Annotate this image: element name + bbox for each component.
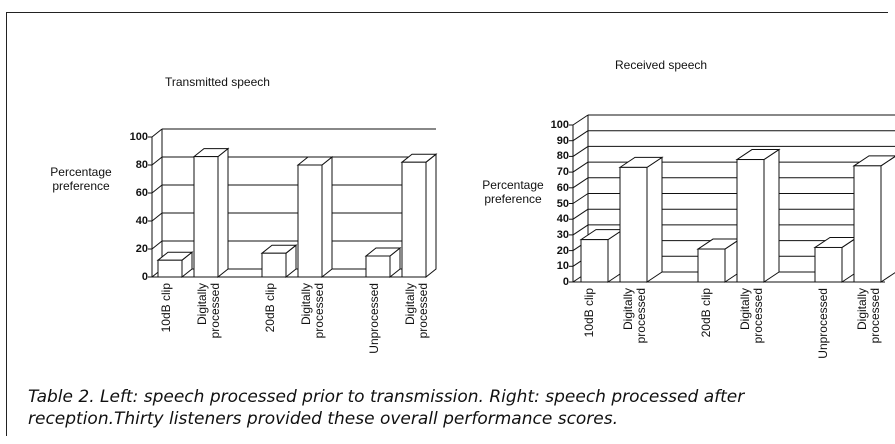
x-tick-label: 10dB clip [159, 283, 173, 333]
bar [736, 159, 765, 283]
y-tick-label: 80 [556, 150, 569, 163]
bar-side [217, 147, 229, 279]
chart-title: Received speech [615, 58, 708, 72]
bar-side [646, 156, 663, 283]
y-axis-label: Percentage preference [50, 165, 112, 193]
grid-line [572, 145, 589, 157]
bar [401, 161, 427, 278]
bar-side [321, 155, 333, 279]
y-tick-label: 100 [550, 119, 569, 131]
y-tick-label: 90 [556, 134, 569, 147]
y-tick-label: 50 [556, 197, 569, 210]
y-tick-label: 60 [556, 181, 569, 194]
bar [261, 252, 287, 278]
bar [814, 246, 843, 283]
bar [297, 164, 323, 278]
grid-line [151, 128, 163, 138]
y-tick-label: 40 [556, 213, 569, 226]
bar [157, 259, 183, 278]
bar [580, 239, 609, 283]
bar [619, 166, 648, 283]
grid-line [151, 184, 163, 194]
y-axis-label: Percentage preference [482, 178, 544, 206]
y-tick-label: 40 [135, 215, 148, 227]
grid-line [572, 161, 589, 173]
bar [697, 248, 726, 283]
y-tick-label: 60 [135, 187, 148, 199]
bar [193, 156, 219, 278]
x-tick-label: 20dB clip [699, 288, 713, 338]
chart-title: Transmitted speech [165, 75, 270, 89]
y-tick-label: 100 [129, 131, 148, 143]
y-tick-label: 70 [556, 166, 569, 179]
grid-line [572, 224, 589, 236]
grid-line [151, 212, 163, 222]
grid-line [572, 208, 589, 220]
x-tick-label: 10dB clip [582, 288, 596, 338]
x-tick-label: Unprocessed [816, 288, 830, 359]
bar [853, 165, 882, 283]
x-tick-label: Digitally processed [299, 283, 326, 339]
frame [6, 12, 888, 436]
bar-side [425, 153, 437, 279]
x-tick-label: Digitally processed [403, 283, 430, 339]
y-tick-label: 80 [135, 159, 148, 171]
x-tick-label: Digitally processed [621, 288, 648, 344]
x-tick-label: Digitally processed [855, 288, 882, 344]
bar-side [880, 155, 895, 283]
bar-side [763, 148, 780, 283]
caption: Table 2. Left: speech processed prior to… [28, 387, 745, 429]
grid-line [572, 114, 589, 126]
grid-line [572, 177, 589, 189]
y-tick-label: 20 [556, 244, 569, 257]
y-tick-label: 30 [556, 228, 569, 241]
grid-line [572, 193, 589, 204]
x-tick-label: Digitally processed [195, 283, 222, 339]
y-tick-label: 0 [141, 271, 148, 283]
x-tick-label: Digitally processed [738, 288, 765, 344]
x-tick-label: Unprocessed [367, 283, 381, 354]
x-tick-label: 20dB clip [263, 283, 277, 333]
grid-line [151, 156, 163, 166]
y-tick-label: 10 [556, 260, 569, 273]
bar [365, 255, 391, 278]
y-tick-label: 0 [562, 276, 569, 288]
grid-line [572, 130, 589, 142]
grid-line [151, 240, 163, 250]
y-tick-label: 20 [135, 243, 148, 255]
